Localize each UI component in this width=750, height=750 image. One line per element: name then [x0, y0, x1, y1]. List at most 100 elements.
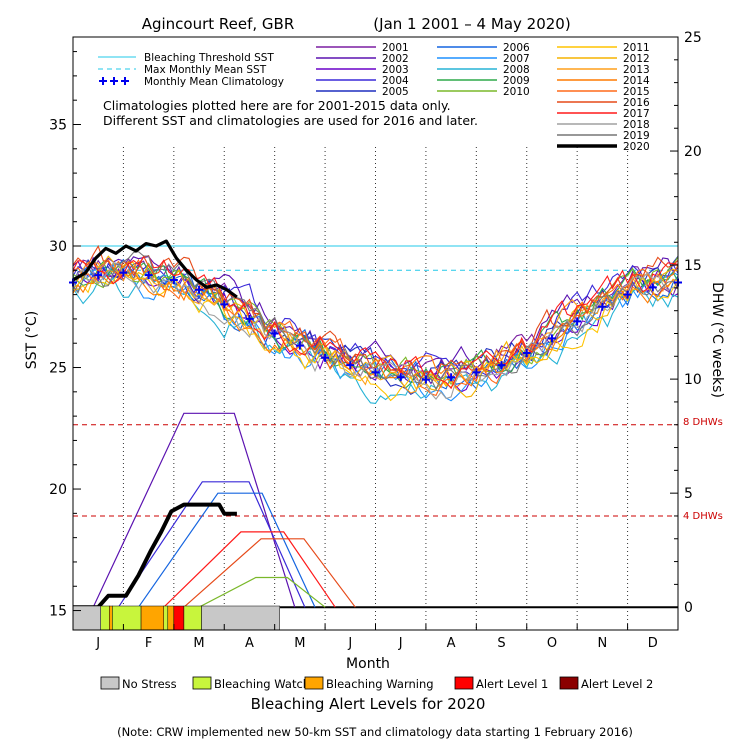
legend-year-2009: 2009 [503, 75, 530, 87]
climatology-point [270, 329, 279, 338]
climatology-point [295, 341, 304, 350]
climatology-point [522, 348, 531, 357]
alert-segment [201, 605, 280, 631]
climatology-point [547, 334, 556, 343]
alert-segment [109, 605, 113, 631]
legend-year-2002: 2002 [382, 53, 409, 65]
dhw-tick-label: 0 [684, 600, 693, 616]
alert-segment [173, 605, 185, 631]
climatology-point [321, 353, 330, 362]
footnote: (Note: CRW implemented new 50-km SST and… [117, 725, 633, 739]
legend-year-2007: 2007 [503, 53, 530, 65]
sst-series [72, 239, 679, 404]
legend-year-2015: 2015 [623, 86, 650, 98]
legend-year-2013: 2013 [623, 64, 650, 76]
sst-tick-label: 30 [49, 239, 67, 255]
legend-year-2018: 2018 [623, 119, 650, 131]
sst-tick-label: 15 [49, 604, 67, 620]
legend-year-2004: 2004 [382, 75, 409, 87]
climatology-point [497, 361, 506, 370]
legend-year-2014: 2014 [623, 75, 650, 87]
chart-title: Agincourt Reef, GBR [142, 15, 295, 33]
reference-lines [73, 245, 678, 609]
dhw-series [73, 412, 356, 610]
sst-line-2020 [72, 239, 238, 299]
climatology-point [472, 368, 481, 377]
alert-segment [183, 605, 202, 631]
sst-line-2019 [72, 251, 679, 391]
dhw4-label: 4 DHWs [683, 511, 723, 522]
alert-legend-swatch [304, 676, 324, 690]
climatology-point [169, 276, 178, 285]
climatology-point [119, 268, 128, 277]
legend-year-2001: 2001 [382, 42, 409, 54]
legend-year-2020: 2020 [623, 141, 650, 153]
legend-cross [99, 77, 107, 85]
sst-tick-label: 35 [49, 117, 67, 133]
month-tick-label: J [95, 636, 100, 651]
climatology-point [371, 368, 380, 377]
legend-year-2003: 2003 [382, 64, 409, 76]
dhw-tick-label: 25 [684, 30, 702, 46]
month-gridlines [122, 147, 629, 630]
alert-segment [140, 605, 164, 631]
chart-date-range: (Jan 1 2001 – 4 May 2020) [373, 15, 570, 33]
alert-legend-swatch [192, 676, 212, 690]
legend-year-2010: 2010 [503, 86, 530, 98]
legend-year-2011: 2011 [623, 42, 650, 54]
legend-label: Monthly Mean Climatology [144, 76, 284, 88]
month-tick-label: J [398, 636, 403, 651]
alert-segment [112, 605, 142, 631]
note-line-2: Different SST and climatologies are used… [103, 113, 478, 128]
legend-cross [110, 77, 118, 85]
alert-legend-label: Bleaching Watch [214, 677, 310, 691]
legend-year-2019: 2019 [623, 130, 650, 142]
climatology-point [220, 300, 229, 309]
alert-segment [72, 605, 101, 631]
climatology-point [144, 271, 153, 280]
dhw-tick-label: 20 [684, 144, 702, 160]
monthly-mean-climatology [69, 268, 682, 384]
dhw-tick-label: 10 [684, 372, 702, 388]
dhw8-label: 8 DHWs [683, 417, 723, 428]
month-tick-label: A [447, 636, 456, 651]
alert-legend: No Stress Bleaching Watch Bleaching Warnin… [100, 676, 653, 691]
climatology-point [598, 302, 607, 311]
dhw-line-2010 [189, 576, 326, 608]
month-tick-label: D [648, 636, 658, 651]
legend-year-2006: 2006 [503, 42, 530, 54]
legend-label: Max Monthly Mean SST [144, 64, 267, 76]
legend-year-2012: 2012 [623, 53, 650, 65]
alert-legend-swatch [559, 676, 579, 690]
sst-tick-label: 25 [49, 361, 67, 377]
alert-legend-label: Alert Level 1 [476, 677, 548, 691]
alert-legend-label: Alert Level 2 [581, 677, 653, 691]
sst-tick-label: 20 [49, 482, 67, 498]
legend-year-2017: 2017 [623, 108, 650, 120]
month-tick-label: S [497, 636, 505, 651]
month-tick-label: M [193, 636, 204, 651]
dhw-line-2020 [73, 502, 237, 610]
climatology-point [447, 373, 456, 382]
alert-legend-label: No Stress [122, 677, 177, 691]
y-axis-label-right: DHW (°C weeks) [709, 282, 725, 398]
legend-year-2016: 2016 [623, 97, 650, 109]
climatology-point [648, 283, 657, 292]
x-axis-label: Month [346, 656, 390, 672]
alert-legend-swatch [100, 676, 120, 690]
month-tick-label: A [245, 636, 254, 651]
climatology-point [396, 373, 405, 382]
alert-bar [72, 605, 280, 631]
month-tick-label: J [347, 636, 352, 651]
dhw-line-2002 [83, 412, 296, 608]
climatology-point [421, 375, 430, 384]
month-tick-label: M [294, 636, 305, 651]
sst-line-2015 [72, 258, 679, 397]
dhw-line-2017 [153, 531, 336, 608]
month-tick-label: N [598, 636, 608, 651]
alert-legend-title: Bleaching Alert Levels for 2020 [251, 695, 486, 713]
y-axis-label-left: SST (°C) [24, 311, 40, 369]
dhw-tick-label: 5 [684, 486, 693, 502]
alert-legend-swatch [454, 676, 474, 690]
